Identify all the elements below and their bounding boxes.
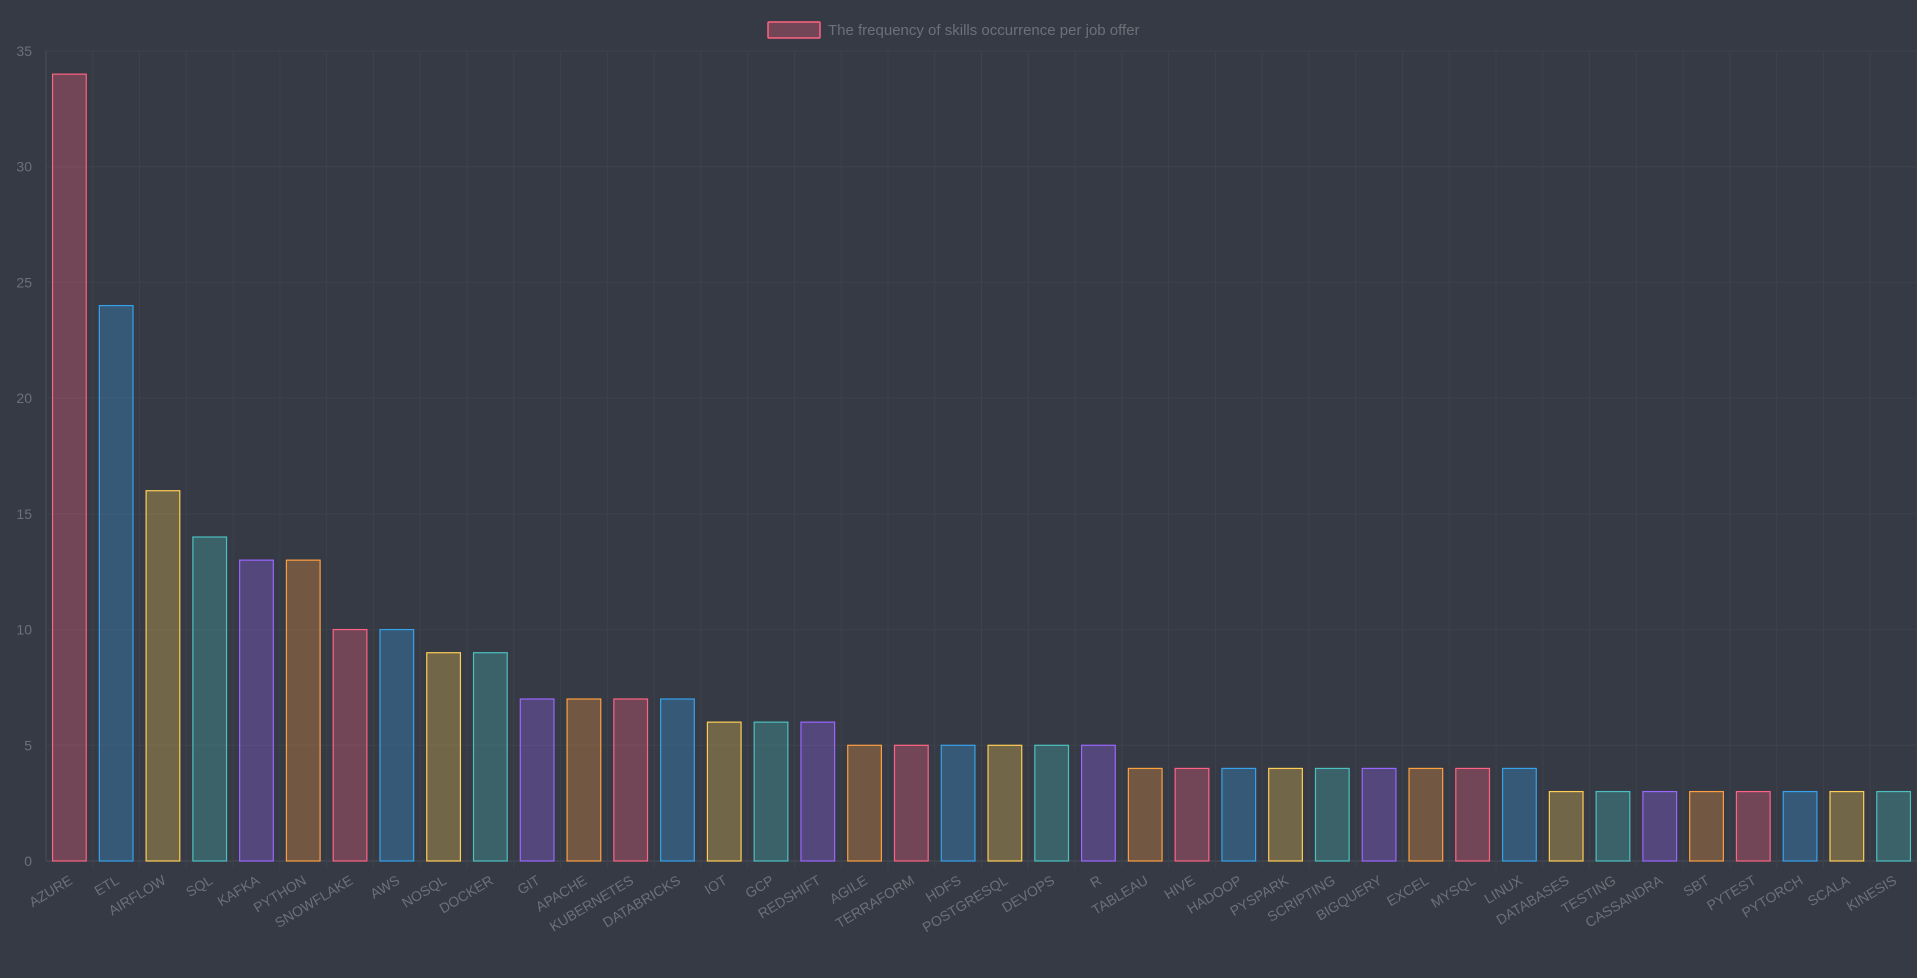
bar-azure[interactable] [51,73,87,862]
bar-hadoop[interactable] [1221,767,1257,862]
bar-r[interactable] [1080,744,1116,862]
x-tick-label: KINESIS [1844,872,1900,914]
y-tick-label: 15 [16,506,32,522]
x-tick-label: IOT [702,872,731,898]
x-tick-label: ETL [91,872,121,899]
bar-hdfs[interactable] [940,744,976,862]
y-tick-label: 35 [16,43,32,59]
bar-python[interactable] [285,559,321,862]
y-tick-label: 30 [16,159,32,175]
x-tick-label: AZURE [26,872,75,910]
bar-airflow[interactable] [145,490,181,862]
legend[interactable]: The frequency of skills occurrence per j… [767,21,1140,39]
bar-excel[interactable] [1408,767,1444,862]
bar-snowflake[interactable] [332,628,368,862]
bar-terraform[interactable] [893,744,929,862]
x-tick-label: R [1087,872,1104,891]
bar-scala[interactable] [1829,790,1865,862]
bar-redshift[interactable] [800,721,836,862]
grid-layer [45,50,1917,869]
x-tick-label: DOCKER [436,872,496,917]
bar-iot[interactable] [706,721,742,862]
bar-testing[interactable] [1595,790,1631,862]
y-tick-label: 20 [16,390,32,406]
bar-kubernetes[interactable] [613,698,649,862]
bar-nosql[interactable] [426,652,462,862]
y-tick-label: 5 [24,737,32,753]
y-tick-label: 25 [16,274,32,290]
y-tick-label: 10 [16,622,32,638]
bar-aws[interactable] [379,628,415,862]
bar-sbt[interactable] [1689,790,1724,862]
x-tick-label: EXCEL [1384,872,1432,909]
bar-bigquery[interactable] [1361,767,1397,862]
legend-label: The frequency of skills occurrence per j… [828,22,1140,39]
x-tick-label: GIT [514,872,543,898]
bar-linux[interactable] [1501,767,1537,862]
bar-agile[interactable] [847,744,883,862]
x-tick-label: GCP [742,872,776,901]
bar-pytest[interactable] [1735,790,1771,862]
bar-mysql[interactable] [1455,767,1491,862]
x-tick-label: AWS [367,872,402,902]
bar-sql[interactable] [192,536,228,862]
x-tick-label: MYSQL [1428,872,1478,911]
y-axis-ticks: 0 5 10 15 20 25 30 35 [16,43,32,869]
bar-gcp[interactable] [753,721,789,862]
bar-tableau[interactable] [1127,767,1163,862]
x-tick-label: DEVOPS [999,872,1057,916]
bar-hive[interactable] [1174,767,1210,862]
bar-kinesis[interactable] [1876,790,1912,862]
bar-scripting[interactable] [1314,767,1350,862]
bar-pyspark[interactable] [1268,767,1303,862]
bar-databases[interactable] [1548,790,1584,862]
bar-kafka[interactable] [239,559,274,862]
x-tick-label: SQL [183,872,215,900]
bar-pytorch[interactable] [1782,790,1818,862]
bar-git[interactable] [519,698,555,862]
bar-etl[interactable] [98,304,134,862]
bar-postgresql[interactable] [987,744,1023,862]
bar-apache[interactable] [566,698,602,862]
bars-layer [51,73,1912,862]
x-tick-label: SBT [1680,872,1712,900]
bar-databricks[interactable] [660,698,695,862]
legend-swatch [767,21,821,39]
y-tick-label: 0 [24,853,32,869]
bar-cassandra[interactable] [1642,790,1678,862]
bar-docker[interactable] [472,652,508,862]
bar-devops[interactable] [1034,744,1070,862]
